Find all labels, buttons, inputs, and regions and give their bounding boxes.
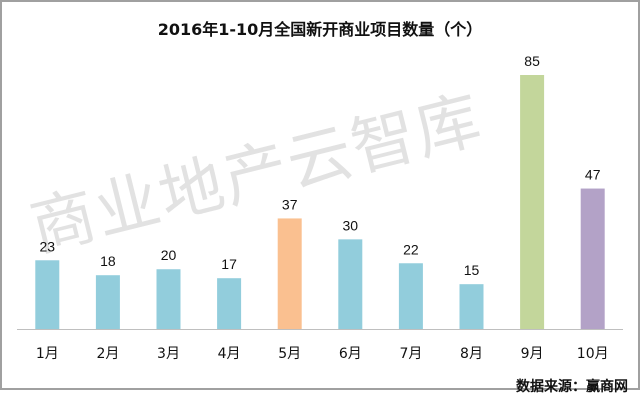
data-label: 37 bbox=[282, 196, 298, 212]
x-tick-label: 10月 bbox=[577, 346, 609, 362]
bar-1月 bbox=[35, 260, 60, 329]
x-tick-label: 2月 bbox=[96, 346, 119, 362]
data-label: 18 bbox=[100, 253, 116, 269]
x-tick-label: 5月 bbox=[278, 346, 301, 362]
data-label: 30 bbox=[343, 217, 359, 233]
bar-3月 bbox=[156, 269, 181, 329]
data-label: 17 bbox=[221, 256, 237, 272]
chart-title: 2016年1-10月全国新开商业项目数量（个） bbox=[157, 20, 483, 39]
data-label: 20 bbox=[161, 247, 177, 263]
chart-frame bbox=[0, 0, 640, 390]
x-tick-label: 3月 bbox=[157, 346, 180, 362]
bar-7月 bbox=[398, 263, 423, 329]
bar-9月 bbox=[520, 75, 545, 329]
bar-10月 bbox=[580, 188, 605, 329]
data-label: 47 bbox=[585, 167, 601, 183]
data-label: 22 bbox=[403, 241, 419, 257]
data-label: 15 bbox=[464, 262, 480, 278]
bar-2月 bbox=[95, 275, 120, 329]
x-tick-label: 1月 bbox=[36, 346, 59, 362]
x-tick-label: 9月 bbox=[521, 346, 544, 362]
bar-6月 bbox=[338, 239, 363, 329]
x-tick-label: 7月 bbox=[399, 346, 422, 362]
bar-8月 bbox=[459, 284, 484, 329]
data-label: 23 bbox=[40, 238, 56, 254]
bar-4月 bbox=[217, 278, 242, 329]
data-label: 85 bbox=[524, 53, 540, 69]
x-tick-label: 8月 bbox=[460, 346, 483, 362]
bar-5月 bbox=[277, 218, 302, 329]
x-tick-label: 6月 bbox=[339, 346, 362, 362]
x-tick-label: 4月 bbox=[218, 346, 241, 362]
source-note: 数据来源：赢商网 bbox=[516, 379, 628, 395]
